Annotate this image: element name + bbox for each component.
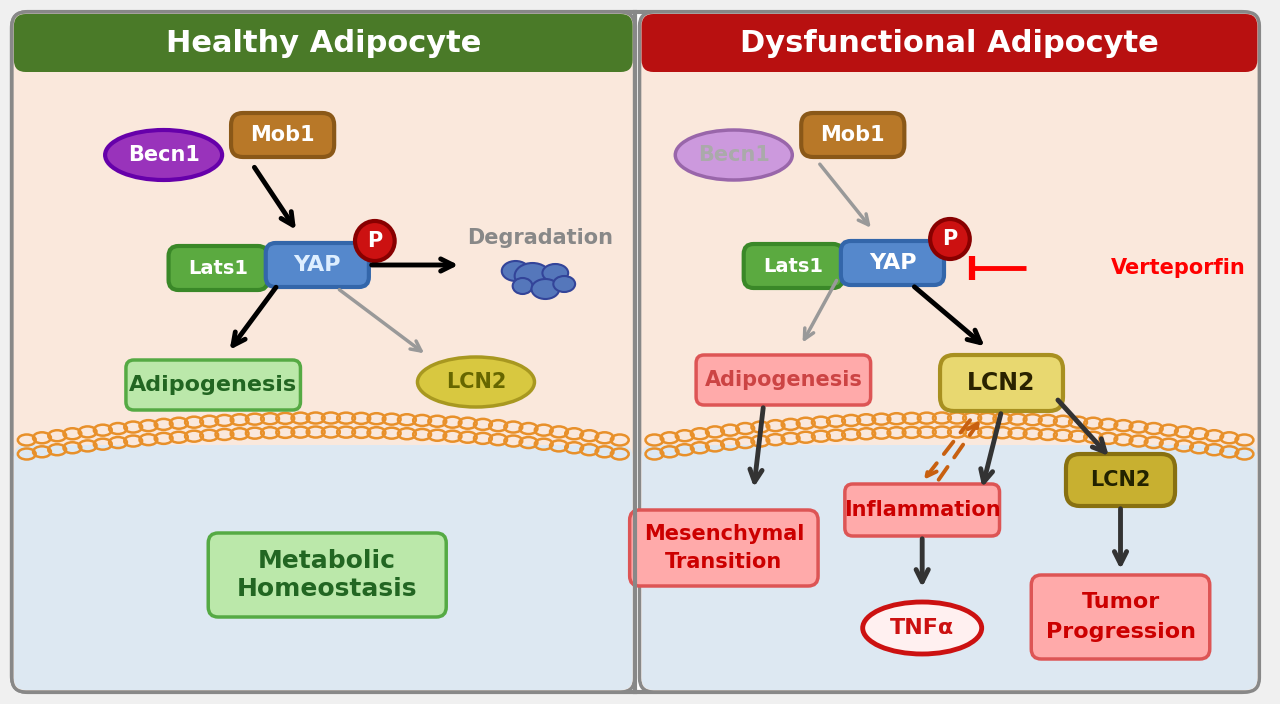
Text: Inflammation: Inflammation bbox=[844, 500, 1001, 520]
Ellipse shape bbox=[676, 130, 792, 180]
Text: Mesenchymal: Mesenchymal bbox=[644, 524, 804, 544]
Text: YAP: YAP bbox=[293, 255, 340, 275]
Text: Adipogenesis: Adipogenesis bbox=[129, 375, 297, 395]
FancyBboxPatch shape bbox=[12, 12, 635, 692]
Text: Progression: Progression bbox=[1046, 622, 1196, 642]
FancyBboxPatch shape bbox=[801, 113, 905, 157]
FancyBboxPatch shape bbox=[640, 12, 1260, 692]
Ellipse shape bbox=[543, 264, 568, 282]
Ellipse shape bbox=[417, 357, 535, 407]
FancyBboxPatch shape bbox=[845, 484, 1000, 536]
Text: Becn1: Becn1 bbox=[128, 145, 200, 165]
FancyBboxPatch shape bbox=[12, 12, 1257, 692]
Text: LCN2: LCN2 bbox=[1091, 470, 1151, 490]
FancyBboxPatch shape bbox=[630, 510, 818, 586]
FancyBboxPatch shape bbox=[641, 445, 1257, 690]
Ellipse shape bbox=[105, 130, 223, 180]
Text: YAP: YAP bbox=[869, 253, 916, 273]
Text: Lats1: Lats1 bbox=[188, 258, 248, 277]
Text: TNFα: TNFα bbox=[890, 618, 955, 638]
FancyBboxPatch shape bbox=[14, 14, 632, 72]
Text: Lats1: Lats1 bbox=[763, 256, 823, 275]
Text: Dysfunctional Adipocyte: Dysfunctional Adipocyte bbox=[740, 28, 1158, 58]
FancyBboxPatch shape bbox=[744, 244, 842, 288]
FancyBboxPatch shape bbox=[14, 445, 632, 690]
Ellipse shape bbox=[515, 263, 550, 289]
FancyBboxPatch shape bbox=[169, 246, 268, 290]
Text: Metabolic: Metabolic bbox=[259, 549, 397, 573]
Text: Verteporfin: Verteporfin bbox=[1111, 258, 1245, 278]
Text: Becn1: Becn1 bbox=[698, 145, 769, 165]
FancyBboxPatch shape bbox=[940, 355, 1062, 411]
Text: Adipogenesis: Adipogenesis bbox=[704, 370, 863, 390]
FancyBboxPatch shape bbox=[696, 355, 870, 405]
Text: Degradation: Degradation bbox=[467, 228, 613, 248]
FancyBboxPatch shape bbox=[209, 533, 447, 617]
FancyBboxPatch shape bbox=[266, 243, 369, 287]
Text: Tumor: Tumor bbox=[1082, 592, 1160, 612]
Ellipse shape bbox=[553, 276, 575, 292]
FancyBboxPatch shape bbox=[841, 241, 945, 285]
Text: P: P bbox=[942, 229, 957, 249]
Text: Mob1: Mob1 bbox=[251, 125, 315, 145]
Text: Transition: Transition bbox=[666, 552, 782, 572]
Text: Healthy Adipocyte: Healthy Adipocyte bbox=[165, 28, 481, 58]
Ellipse shape bbox=[531, 279, 559, 299]
FancyBboxPatch shape bbox=[641, 14, 1257, 72]
FancyBboxPatch shape bbox=[1066, 454, 1175, 506]
Ellipse shape bbox=[513, 278, 532, 294]
Text: P: P bbox=[367, 231, 383, 251]
Text: Mob1: Mob1 bbox=[820, 125, 884, 145]
FancyBboxPatch shape bbox=[125, 360, 301, 410]
Ellipse shape bbox=[931, 219, 970, 259]
Ellipse shape bbox=[502, 261, 530, 281]
Ellipse shape bbox=[863, 602, 982, 654]
Text: Homeostasis: Homeostasis bbox=[237, 577, 417, 601]
FancyBboxPatch shape bbox=[1032, 575, 1210, 659]
Ellipse shape bbox=[355, 221, 394, 261]
Text: LCN2: LCN2 bbox=[445, 372, 506, 392]
FancyBboxPatch shape bbox=[232, 113, 334, 157]
Text: LCN2: LCN2 bbox=[968, 371, 1036, 395]
